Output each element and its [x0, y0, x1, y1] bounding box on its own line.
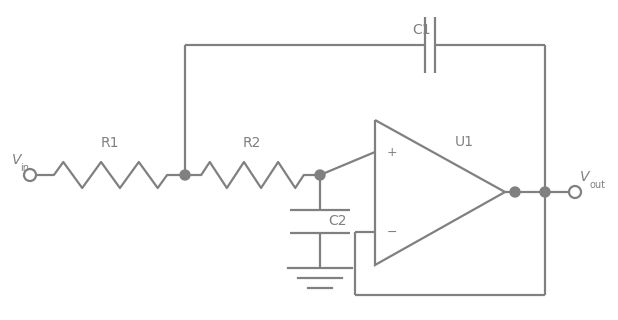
Text: out: out [589, 180, 605, 190]
Text: C2: C2 [328, 214, 347, 228]
Text: −: − [387, 226, 397, 238]
Circle shape [569, 186, 581, 198]
Circle shape [180, 170, 190, 180]
Text: +: + [387, 146, 397, 158]
Circle shape [24, 169, 36, 181]
Text: in: in [20, 163, 29, 173]
Text: R2: R2 [243, 136, 261, 150]
Text: V: V [12, 153, 22, 167]
Circle shape [315, 170, 325, 180]
Text: R1: R1 [101, 136, 119, 150]
Text: C1: C1 [412, 23, 431, 37]
Circle shape [540, 187, 550, 197]
Text: V: V [580, 170, 590, 184]
Text: U1: U1 [455, 135, 474, 149]
Circle shape [510, 187, 520, 197]
